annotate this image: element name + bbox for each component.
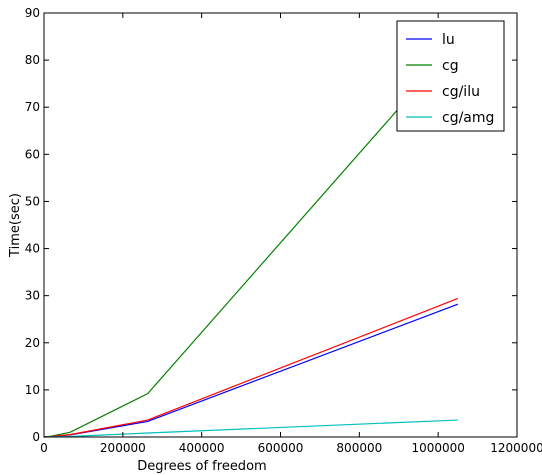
- x-tick-label: 1000000: [411, 441, 464, 455]
- y-tick-label: 80: [25, 53, 40, 67]
- x-tick-label: 600000: [258, 441, 304, 455]
- series-line-lu: [43, 303, 459, 438]
- y-tick-label: 60: [25, 147, 40, 161]
- series-line-cg: [43, 40, 459, 438]
- y-tick-label: 0: [32, 430, 40, 444]
- x-axis-label: Degrees of freedom: [137, 459, 266, 474]
- legend-label: cg/amg: [442, 110, 494, 126]
- legend-label: cg: [442, 58, 459, 74]
- x-tick-label: 200000: [100, 441, 146, 455]
- series-layer: [43, 40, 459, 438]
- y-axis-label: Time(sec): [8, 193, 23, 258]
- y-tick-label: 70: [25, 100, 40, 114]
- legend-label: lu: [442, 32, 455, 48]
- x-tick-label: 1200000: [490, 441, 542, 455]
- x-tick-label: 400000: [179, 441, 225, 455]
- y-tick-label: 40: [25, 242, 40, 256]
- y-tick-label: 10: [25, 383, 40, 397]
- legend-label: cg/ilu: [442, 84, 480, 100]
- y-tick-label: 20: [25, 336, 40, 350]
- series-line-cg-ilu: [43, 297, 459, 438]
- x-tick-label: 800000: [336, 441, 382, 455]
- ticks-layer: 0 200000 400000 600000 800000 1000000 1200000 0…: [25, 6, 542, 455]
- y-tick-label: 30: [25, 289, 40, 303]
- y-tick-label: 50: [25, 194, 40, 208]
- x-tick-label: 0: [40, 441, 48, 455]
- legend: lu cg cg/ilu cg/amg: [396, 20, 505, 132]
- y-tick-label: 90: [25, 6, 40, 20]
